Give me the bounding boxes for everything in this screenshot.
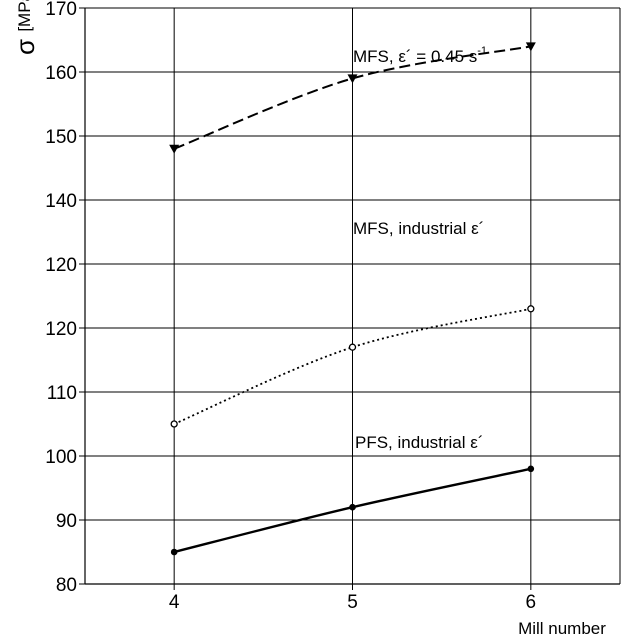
data-point — [169, 144, 180, 154]
axes — [79, 7, 621, 590]
data-point — [527, 305, 535, 313]
data-point — [525, 42, 536, 52]
y-axis-label: σ [MPa] — [10, 0, 40, 55]
y-tick-label: 120 — [45, 255, 77, 276]
data-point — [348, 343, 357, 351]
y-tick-label: 120 — [45, 319, 77, 340]
tick-labels: 170 160 150 140 120 120 110 100 90 80 4 5 6 — [45, 0, 536, 613]
series-label: PFS, industrial ε´ — [355, 433, 484, 452]
y-axis-unit: [MPa] — [15, 0, 34, 32]
y-tick-label: 170 — [45, 0, 77, 20]
y-tick-label: 140 — [45, 191, 77, 212]
x-tick-label: 4 — [169, 592, 180, 613]
series-labels: MFS, ε´ = 0.45 s-1 MFS, industrial ε´ PFS,… — [353, 45, 487, 452]
data-point — [349, 503, 356, 511]
data-point — [170, 420, 178, 428]
x-tick-label: 6 — [526, 592, 537, 613]
series-label: MFS, ε´ = 0.45 s-1 — [353, 45, 487, 66]
series-line — [173, 45, 532, 150]
data-point — [170, 548, 178, 556]
series-group — [169, 42, 536, 556]
grid — [85, 7, 620, 585]
y-tick-label: 90 — [56, 511, 77, 532]
series-label: MFS, industrial ε´ — [353, 219, 484, 238]
y-tick-label: 100 — [45, 447, 77, 468]
series-line — [173, 307, 532, 425]
y-tick-label: 160 — [45, 63, 77, 84]
x-axis-label: Mill number — [518, 619, 606, 638]
x-tick-label: 5 — [347, 592, 358, 613]
y-tick-label: 150 — [45, 127, 77, 148]
data-point — [347, 74, 358, 84]
y-tick-label: 80 — [56, 575, 77, 596]
series-label-superscript: -1 — [477, 45, 487, 57]
data-point — [527, 465, 535, 473]
y-tick-label: 110 — [47, 383, 77, 404]
series-label-text: MFS, ε´ = 0.45 s — [353, 47, 477, 66]
y-axis-symbol: σ — [10, 39, 40, 55]
